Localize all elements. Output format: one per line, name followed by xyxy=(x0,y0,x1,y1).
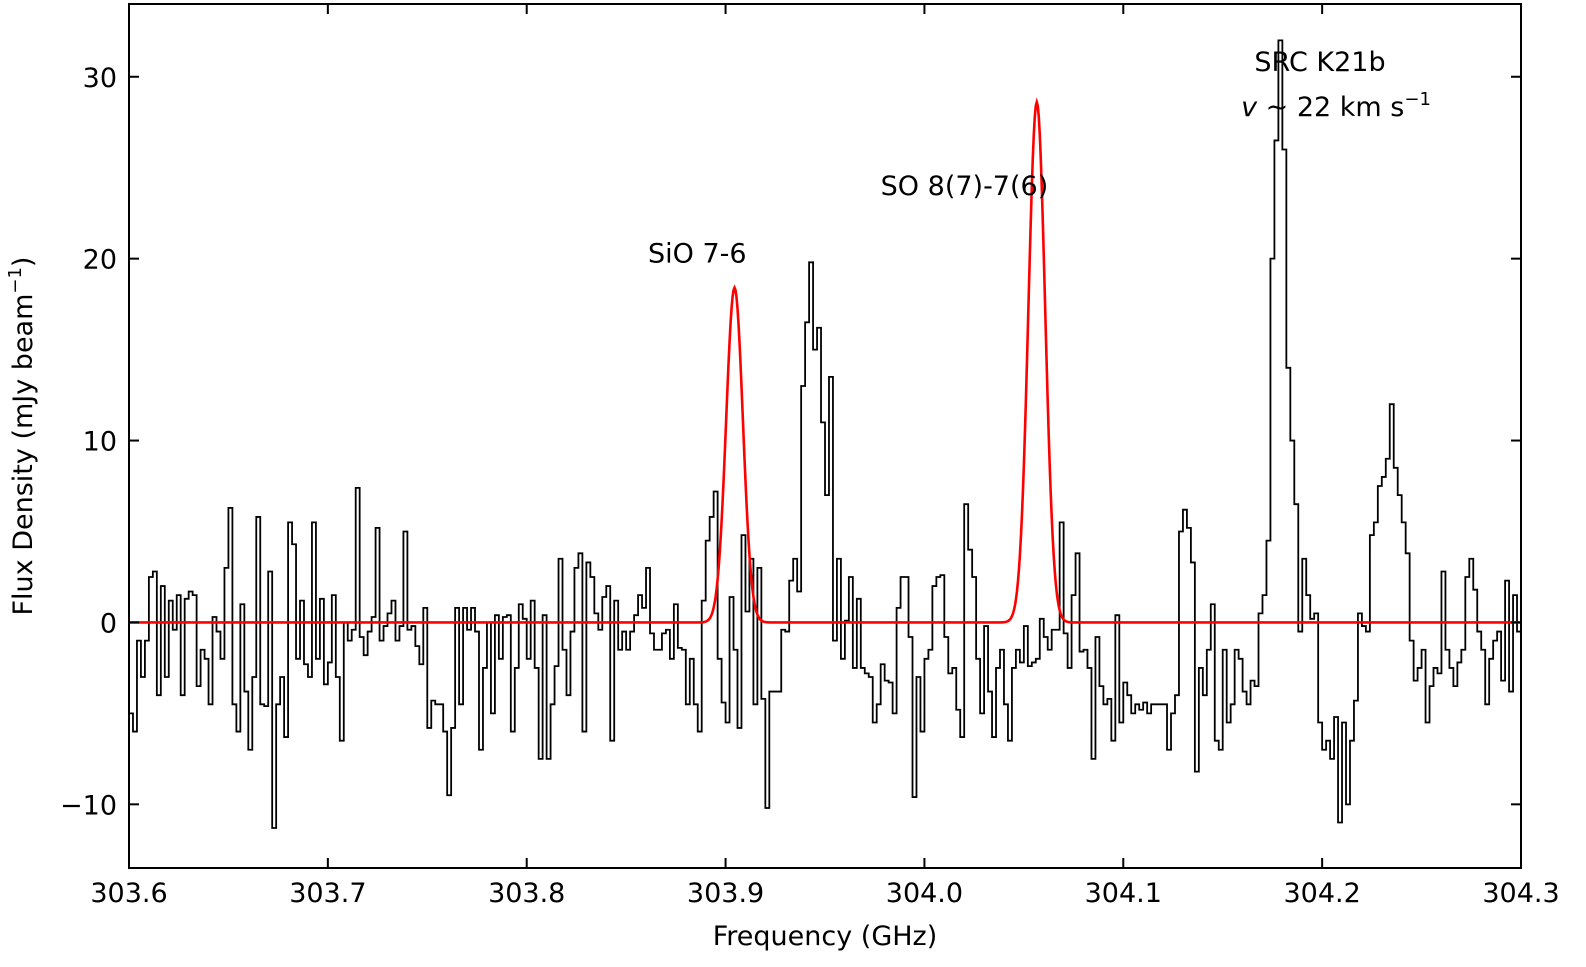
line-annotations: SiO 7-6 SO 8(7)-7(6) xyxy=(648,171,1048,269)
y-tick-label: 20 xyxy=(83,245,117,276)
x-tick-label: 304.2 xyxy=(1283,878,1360,909)
y-tick-label: 30 xyxy=(83,63,117,94)
line-annotation: SiO 7-6 xyxy=(648,238,747,269)
x-tick-label: 304.1 xyxy=(1085,878,1162,909)
y-tick-label: 10 xyxy=(83,427,117,458)
velocity-label: v ∼ 22 km s−1 xyxy=(1241,89,1431,123)
y-tick-label: 0 xyxy=(100,608,117,639)
y-tick-label: −10 xyxy=(60,790,117,821)
source-label: SRC K21b xyxy=(1254,47,1385,78)
line-annotation: SO 8(7)-7(6) xyxy=(881,171,1049,202)
fit-line xyxy=(129,97,1521,624)
x-tick-label: 303.9 xyxy=(687,878,764,909)
x-tick-label: 303.7 xyxy=(289,878,366,909)
y-axis-title: Flux Density (mJy beam−1) xyxy=(5,257,39,616)
x-tick-label: 303.6 xyxy=(90,878,167,909)
plot-frame xyxy=(128,3,1522,869)
x-tick-label: 304.3 xyxy=(1482,878,1559,909)
x-tick-label: 304.0 xyxy=(886,878,963,909)
x-axis-title: Frequency (GHz) xyxy=(713,921,938,952)
spectrum-line xyxy=(129,39,1521,829)
gaussian-fit-series xyxy=(129,97,1521,624)
x-tick-label: 303.8 xyxy=(488,878,565,909)
spectrum-series xyxy=(129,39,1521,829)
tick-labels: 303.6 303.7 303.8 303.9 304.0 304.1 304.2 304.3… xyxy=(60,63,1560,909)
